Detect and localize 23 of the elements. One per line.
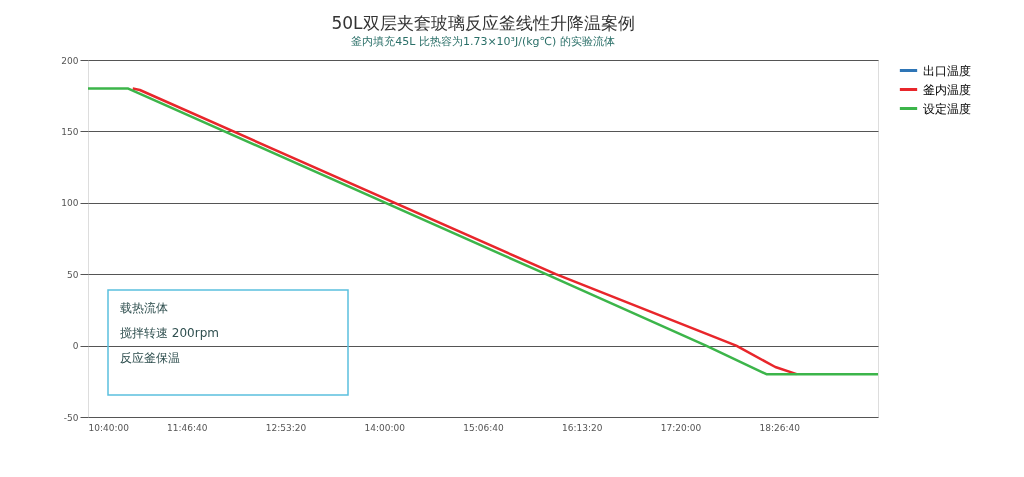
x-tick-label: 12:53:20 <box>265 422 307 433</box>
x-tick-label: 11:46:40 <box>167 422 208 433</box>
x-tick-label: 17:20:00 <box>660 422 702 433</box>
x-tick-label: 18:26:40 <box>759 422 801 433</box>
y-tick-label: -50 <box>63 412 79 423</box>
legend-label: 出口温度 <box>923 63 971 78</box>
y-tick-label: 150 <box>61 126 79 137</box>
annotation: 载热流体 <box>120 301 168 315</box>
x-tick-label: 10:40:00 <box>88 422 130 433</box>
annotation: 反应釜保温 <box>120 351 180 365</box>
annotation: 搅拌转速 200rpm <box>120 326 219 340</box>
y-tick-label: 0 <box>72 341 79 352</box>
line-series <box>131 87 798 376</box>
legend-label: 釜内温度 <box>923 82 971 97</box>
x-tick-label: 15:06:40 <box>463 422 504 433</box>
y-tick-label: 100 <box>61 198 79 209</box>
y-tick-label: 200 <box>61 55 79 66</box>
x-tick-label: 16:13:20 <box>562 422 603 433</box>
chart-title: 50L双层夹套玻璃反应釜线性升降温案例 <box>331 13 635 33</box>
y-tick-label: 50 <box>67 269 79 280</box>
chart-subtitle: 釜内填充45L 比热容为1.73×10³J/(kg℃) 的实验流体 <box>351 35 615 48</box>
x-tick-label: 14:00:00 <box>364 422 406 433</box>
legend-label: 设定温度 <box>923 101 971 116</box>
